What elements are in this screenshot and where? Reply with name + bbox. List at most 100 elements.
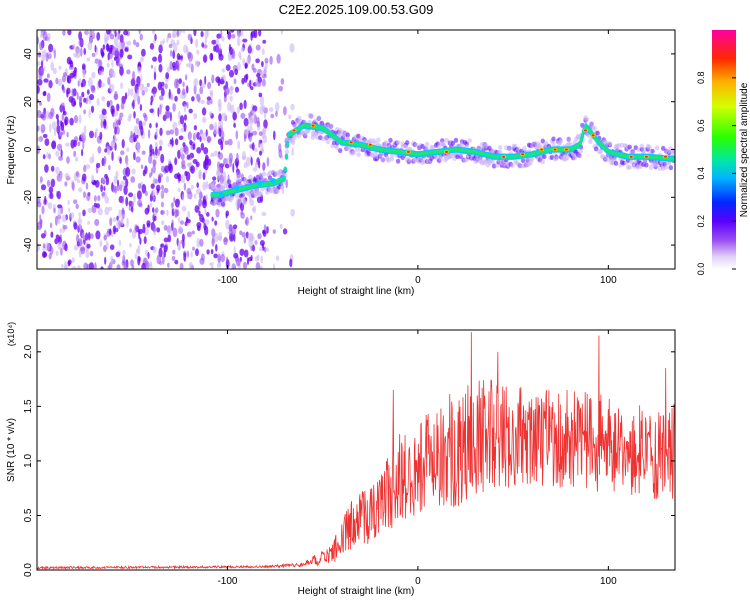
heatmap-noise-cell: [266, 226, 269, 234]
heatmap-noise-cell: [60, 121, 64, 132]
heatmap-noise-cell: [140, 164, 144, 169]
heatmap-noise-cell: [232, 50, 236, 60]
heatmap-noise-cell: [97, 146, 102, 154]
heatmap-noise-cell: [243, 117, 249, 127]
heatmap-halo-cell: [405, 140, 410, 146]
heatmap-halo-cell: [607, 141, 613, 147]
heatmap-noise-cell: [142, 169, 146, 177]
heatmap-noise-cell: [120, 101, 125, 110]
heatmap-peak-cell: [270, 178, 276, 184]
heatmap-noise-cell: [46, 73, 50, 79]
heatmap-noise-cell: [155, 146, 158, 156]
heatmap-halo-cell: [636, 147, 641, 152]
heatmap-noise-cell: [83, 262, 89, 269]
heatmap-noise-cell: [37, 36, 40, 45]
heatmap-noise-cell: [118, 41, 123, 52]
heatmap-noise-cell: [253, 114, 258, 125]
heatmap-noise-cell: [247, 82, 251, 88]
heatmap-noise-cell: [251, 142, 255, 151]
heatmap-noise-cell: [57, 241, 62, 251]
heatmap-noise-cell: [261, 48, 265, 56]
heatmap-noise-cell: [172, 61, 176, 68]
heatmap-noise-cell: [233, 78, 237, 85]
heatmap-noise-cell: [77, 224, 83, 232]
heatmap-noise-cell: [214, 122, 217, 131]
heatmap-noise-cell: [56, 118, 60, 126]
heatmap-noise-cell: [48, 153, 51, 160]
heatmap-noise-cell: [290, 209, 296, 217]
heatmap-noise-cell: [60, 149, 63, 158]
heatmap-noise-cell: [176, 87, 181, 95]
heatmap-noise-cell: [210, 98, 213, 105]
heatmap-noise-cell: [40, 233, 46, 239]
heatmap-noise-cell: [75, 203, 79, 210]
heatmap-noise-cell: [210, 152, 215, 158]
heatmap-noise-cell: [236, 152, 239, 162]
heatmap-noise-cell: [244, 62, 247, 70]
heatmap-noise-cell: [233, 122, 237, 128]
heatmap-noise-cell: [118, 30, 121, 34]
heatmap-noise-cell: [37, 243, 41, 252]
heatmap-noise-cell: [64, 116, 69, 126]
heatmap-halo-cell: [498, 145, 503, 151]
heatmap-noise-cell: [59, 174, 63, 182]
heatmap-noise-cell: [41, 251, 47, 258]
heatmap-noise-cell: [275, 110, 278, 117]
heatmap-halo-cell: [220, 201, 226, 207]
heatmap-noise-cell: [116, 219, 122, 229]
heatmap-noise-cell: [233, 252, 239, 259]
colorbar-tick-label: 0.0: [696, 263, 706, 276]
heatmap-noise-cell: [51, 121, 57, 131]
heatmap-noise-cell: [149, 172, 152, 179]
heatmap-noise-cell: [100, 119, 104, 129]
heatmap-noise-cell: [100, 266, 104, 269]
heatmap-noise-cell: [200, 142, 205, 151]
heatmap-noise-cell: [246, 56, 251, 65]
colorbar-label: Normalized spectral amplitude: [739, 82, 750, 217]
heatmap-noise-cell: [106, 30, 111, 35]
heatmap-noise-cell: [111, 70, 116, 78]
heatmap-noise-cell: [57, 78, 63, 87]
heatmap-noise-cell: [109, 244, 115, 250]
heatmap-noise-cell: [108, 165, 111, 171]
heatmap-noise-cell: [229, 95, 233, 102]
heatmap-halo-cell: [554, 156, 559, 161]
heatmap-peak-cell: [584, 129, 587, 132]
heatmap-peak-cell: [591, 134, 595, 137]
heatmap-noise-cell: [54, 215, 58, 226]
colorbar: 0.0 0.2 0.4 0.6 0.8 Normalized spectral ampl…: [696, 30, 750, 275]
heatmap-halo-cell: [388, 137, 393, 143]
heatmap-noise-cell: [169, 129, 175, 135]
heatmap-noise-cell: [189, 139, 193, 146]
heatmap-halo-cell: [245, 190, 250, 196]
heatmap-noise-cell: [168, 43, 173, 49]
heatmap-noise-cell: [48, 81, 53, 87]
heatmap-noise-cell: [39, 214, 42, 221]
heatmap-noise-cell: [217, 253, 221, 263]
heatmap-noise-cell: [118, 209, 122, 219]
heatmap-noise-cell: [254, 239, 258, 246]
heatmap-noise-cell: [252, 67, 257, 73]
heatmap-noise-cell: [133, 125, 139, 134]
heatmap-noise-cell: [258, 140, 261, 149]
colorbar-ticks: 0.0 0.2 0.4 0.6 0.8: [696, 72, 736, 276]
heatmap-noise-cell: [101, 176, 105, 184]
heatmap-noise-cell: [156, 190, 159, 196]
heatmap-noise-cell: [100, 47, 103, 55]
heatmap-noise-cell: [49, 246, 54, 255]
heatmap-noise-cell: [142, 121, 147, 126]
heatmap-core-cell: [579, 137, 583, 142]
heatmap-noise-cell: [66, 131, 69, 138]
heatmap-noise-cell: [74, 156, 79, 162]
heatmap-noise-cell: [133, 39, 136, 46]
heatmap-noise-cell: [282, 228, 288, 235]
heatmap-noise-cell: [158, 63, 163, 73]
snr-x-tick-label: -100: [217, 576, 237, 587]
heatmap-noise-cell: [87, 231, 91, 241]
heatmap-noise-cell: [161, 191, 164, 196]
heatmap-noise-cell: [45, 110, 50, 120]
heatmap-noise-cell: [234, 68, 239, 76]
heatmap-noise-cell: [163, 237, 169, 243]
heatmap-noise-cell: [250, 31, 253, 41]
heatmap-noise-cell: [85, 182, 89, 190]
